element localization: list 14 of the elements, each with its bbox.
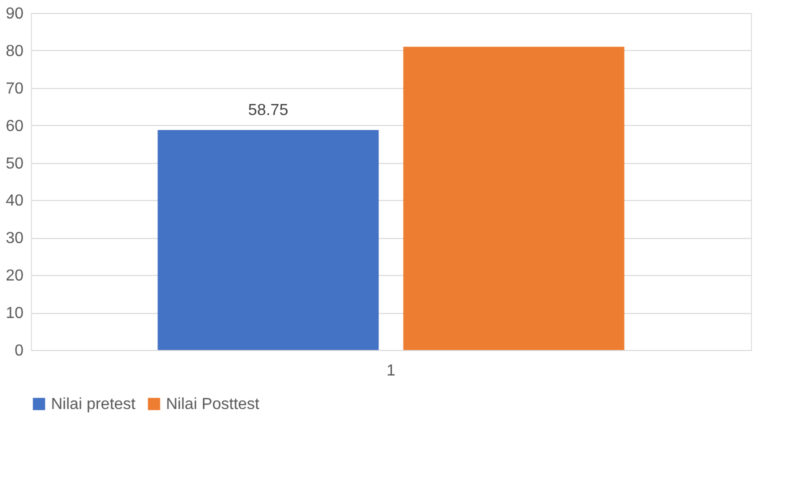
y-tick-label: 90 [6,6,24,22]
y-tick-label: 40 [6,192,24,210]
y-tick-label: 10 [6,305,24,322]
y-tick-label: 0 [14,342,24,360]
legend-label: Nilai Posttest [166,396,260,413]
y-tick-label: 70 [6,80,24,98]
y-tick-label: 30 [6,230,24,248]
y-tick-label: 20 [6,268,24,285]
y-tick-label: 50 [6,155,24,172]
legend-label: Nilai pretest [51,396,136,413]
data-label: 58.75 [248,102,288,120]
y-tick-label: 60 [6,118,24,135]
x-tick-label: 1 [386,362,396,380]
y-tick-label: 80 [6,42,24,60]
